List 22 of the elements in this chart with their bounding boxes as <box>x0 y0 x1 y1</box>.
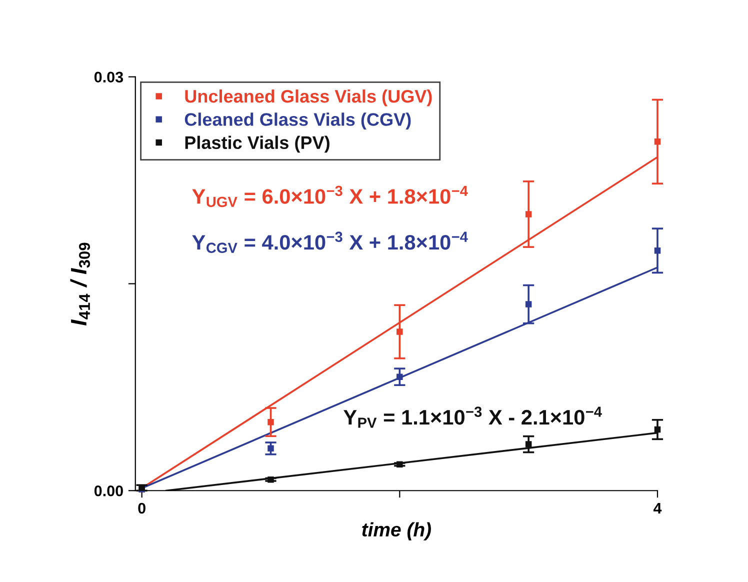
point <box>268 445 274 452</box>
point <box>654 138 661 145</box>
y-tick-label: 0.03 <box>94 72 124 83</box>
y-axis-title: I$_{414}$ / I$_{309}$ <box>70 242 90 326</box>
point <box>654 426 661 433</box>
legend-label: Plastic Vials (PV) <box>185 136 330 153</box>
point <box>525 441 532 448</box>
point <box>396 374 403 380</box>
x-axis-title: time (h) <box>362 522 431 540</box>
annotation: Y$_{CGV}$ = 4.0×10$^{−3}$ X + 1.8×10$^{−4}$ <box>192 232 468 253</box>
point <box>525 301 532 308</box>
y-tick-label: 0.00 <box>94 485 123 496</box>
x-tick-label: 0 <box>138 502 146 514</box>
legend-label: Uncleaned Glass Vials (UGV) <box>185 89 432 106</box>
annotation: Y$_{PV}$ = 1.1×10$^{−3}$ X - 2.1×10$^{−4}$ <box>344 406 602 428</box>
legend-label: Cleaned Glass Vials (CGV) <box>184 112 411 130</box>
x-tick-label: 4 <box>653 502 662 514</box>
point <box>525 211 532 218</box>
point <box>396 328 403 335</box>
point <box>654 247 661 254</box>
point <box>268 418 274 426</box>
annotation: Y$_{UGV}$ = 6.0×10$^{−3}$ X + 1.8×10$^{−4}$ <box>192 186 468 208</box>
